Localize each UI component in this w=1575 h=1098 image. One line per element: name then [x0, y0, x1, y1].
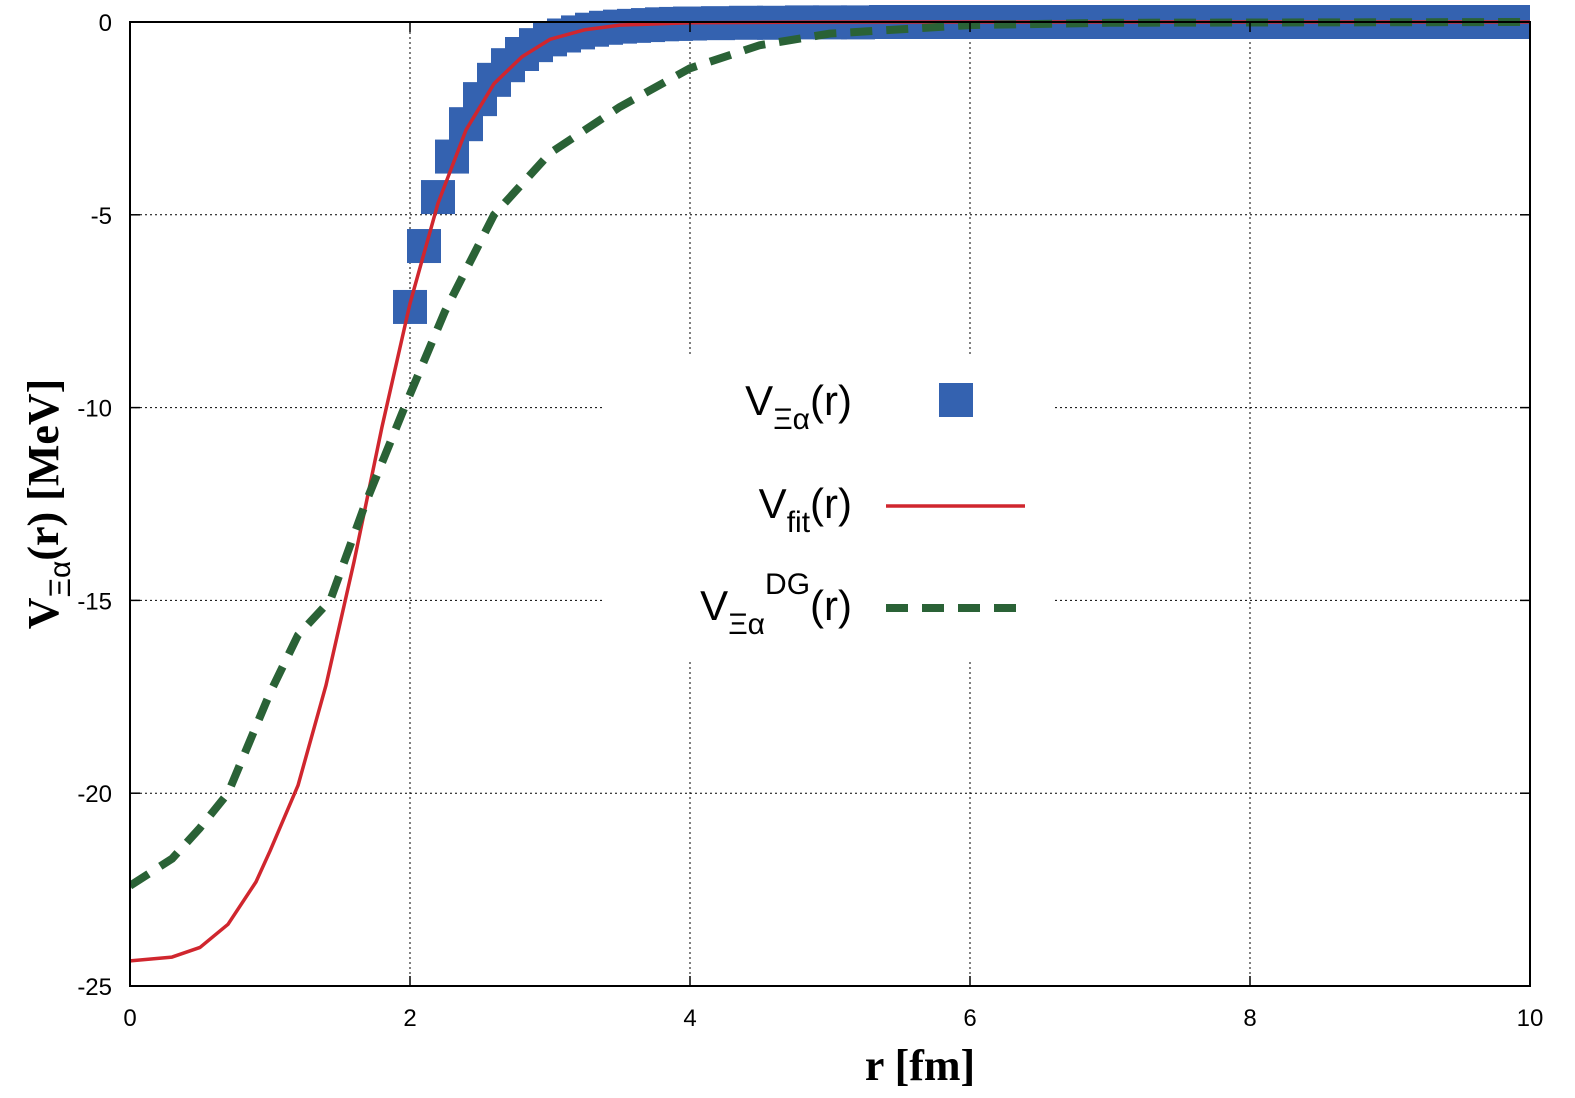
x-tick-label: 6: [963, 1005, 976, 1032]
y-axis-label: VΞα(r) [MeV]: [19, 379, 77, 630]
x-axis-label: r [fm]: [865, 1041, 975, 1090]
y-tick-label: -15: [77, 588, 112, 615]
series-line-DG: [130, 18, 1530, 890]
plot-frame: [129, 21, 1531, 987]
x-tick-label: 10: [1517, 1005, 1544, 1032]
series-line-fit: [130, 20, 1530, 963]
y-tick-label: 0: [99, 10, 112, 37]
x-tick-label: 4: [683, 1005, 696, 1032]
legend-label-fit: Vfit(r): [759, 480, 852, 539]
x-tick-label: 8: [1243, 1005, 1256, 1032]
legend: VΞα(r) Vfit(r) VΞαDG(r): [700, 377, 1025, 641]
y-tick-label: -20: [77, 781, 112, 808]
legend-label-lattice: VΞα(r): [745, 377, 852, 436]
legend-label-DG: VΞαDG(r): [700, 568, 852, 641]
x-tick-label: 0: [123, 1005, 136, 1032]
x-tick-label: 2: [403, 1005, 416, 1032]
legend-marker-lattice: [939, 383, 973, 417]
y-tick-label: -5: [91, 203, 112, 230]
ticks: 0 2 4 6 8 10 0 -5 -10 -15 -20 -25: [77, 10, 1543, 1032]
y-tick-label: -25: [77, 974, 112, 1001]
y-tick-label: -10: [77, 396, 112, 423]
